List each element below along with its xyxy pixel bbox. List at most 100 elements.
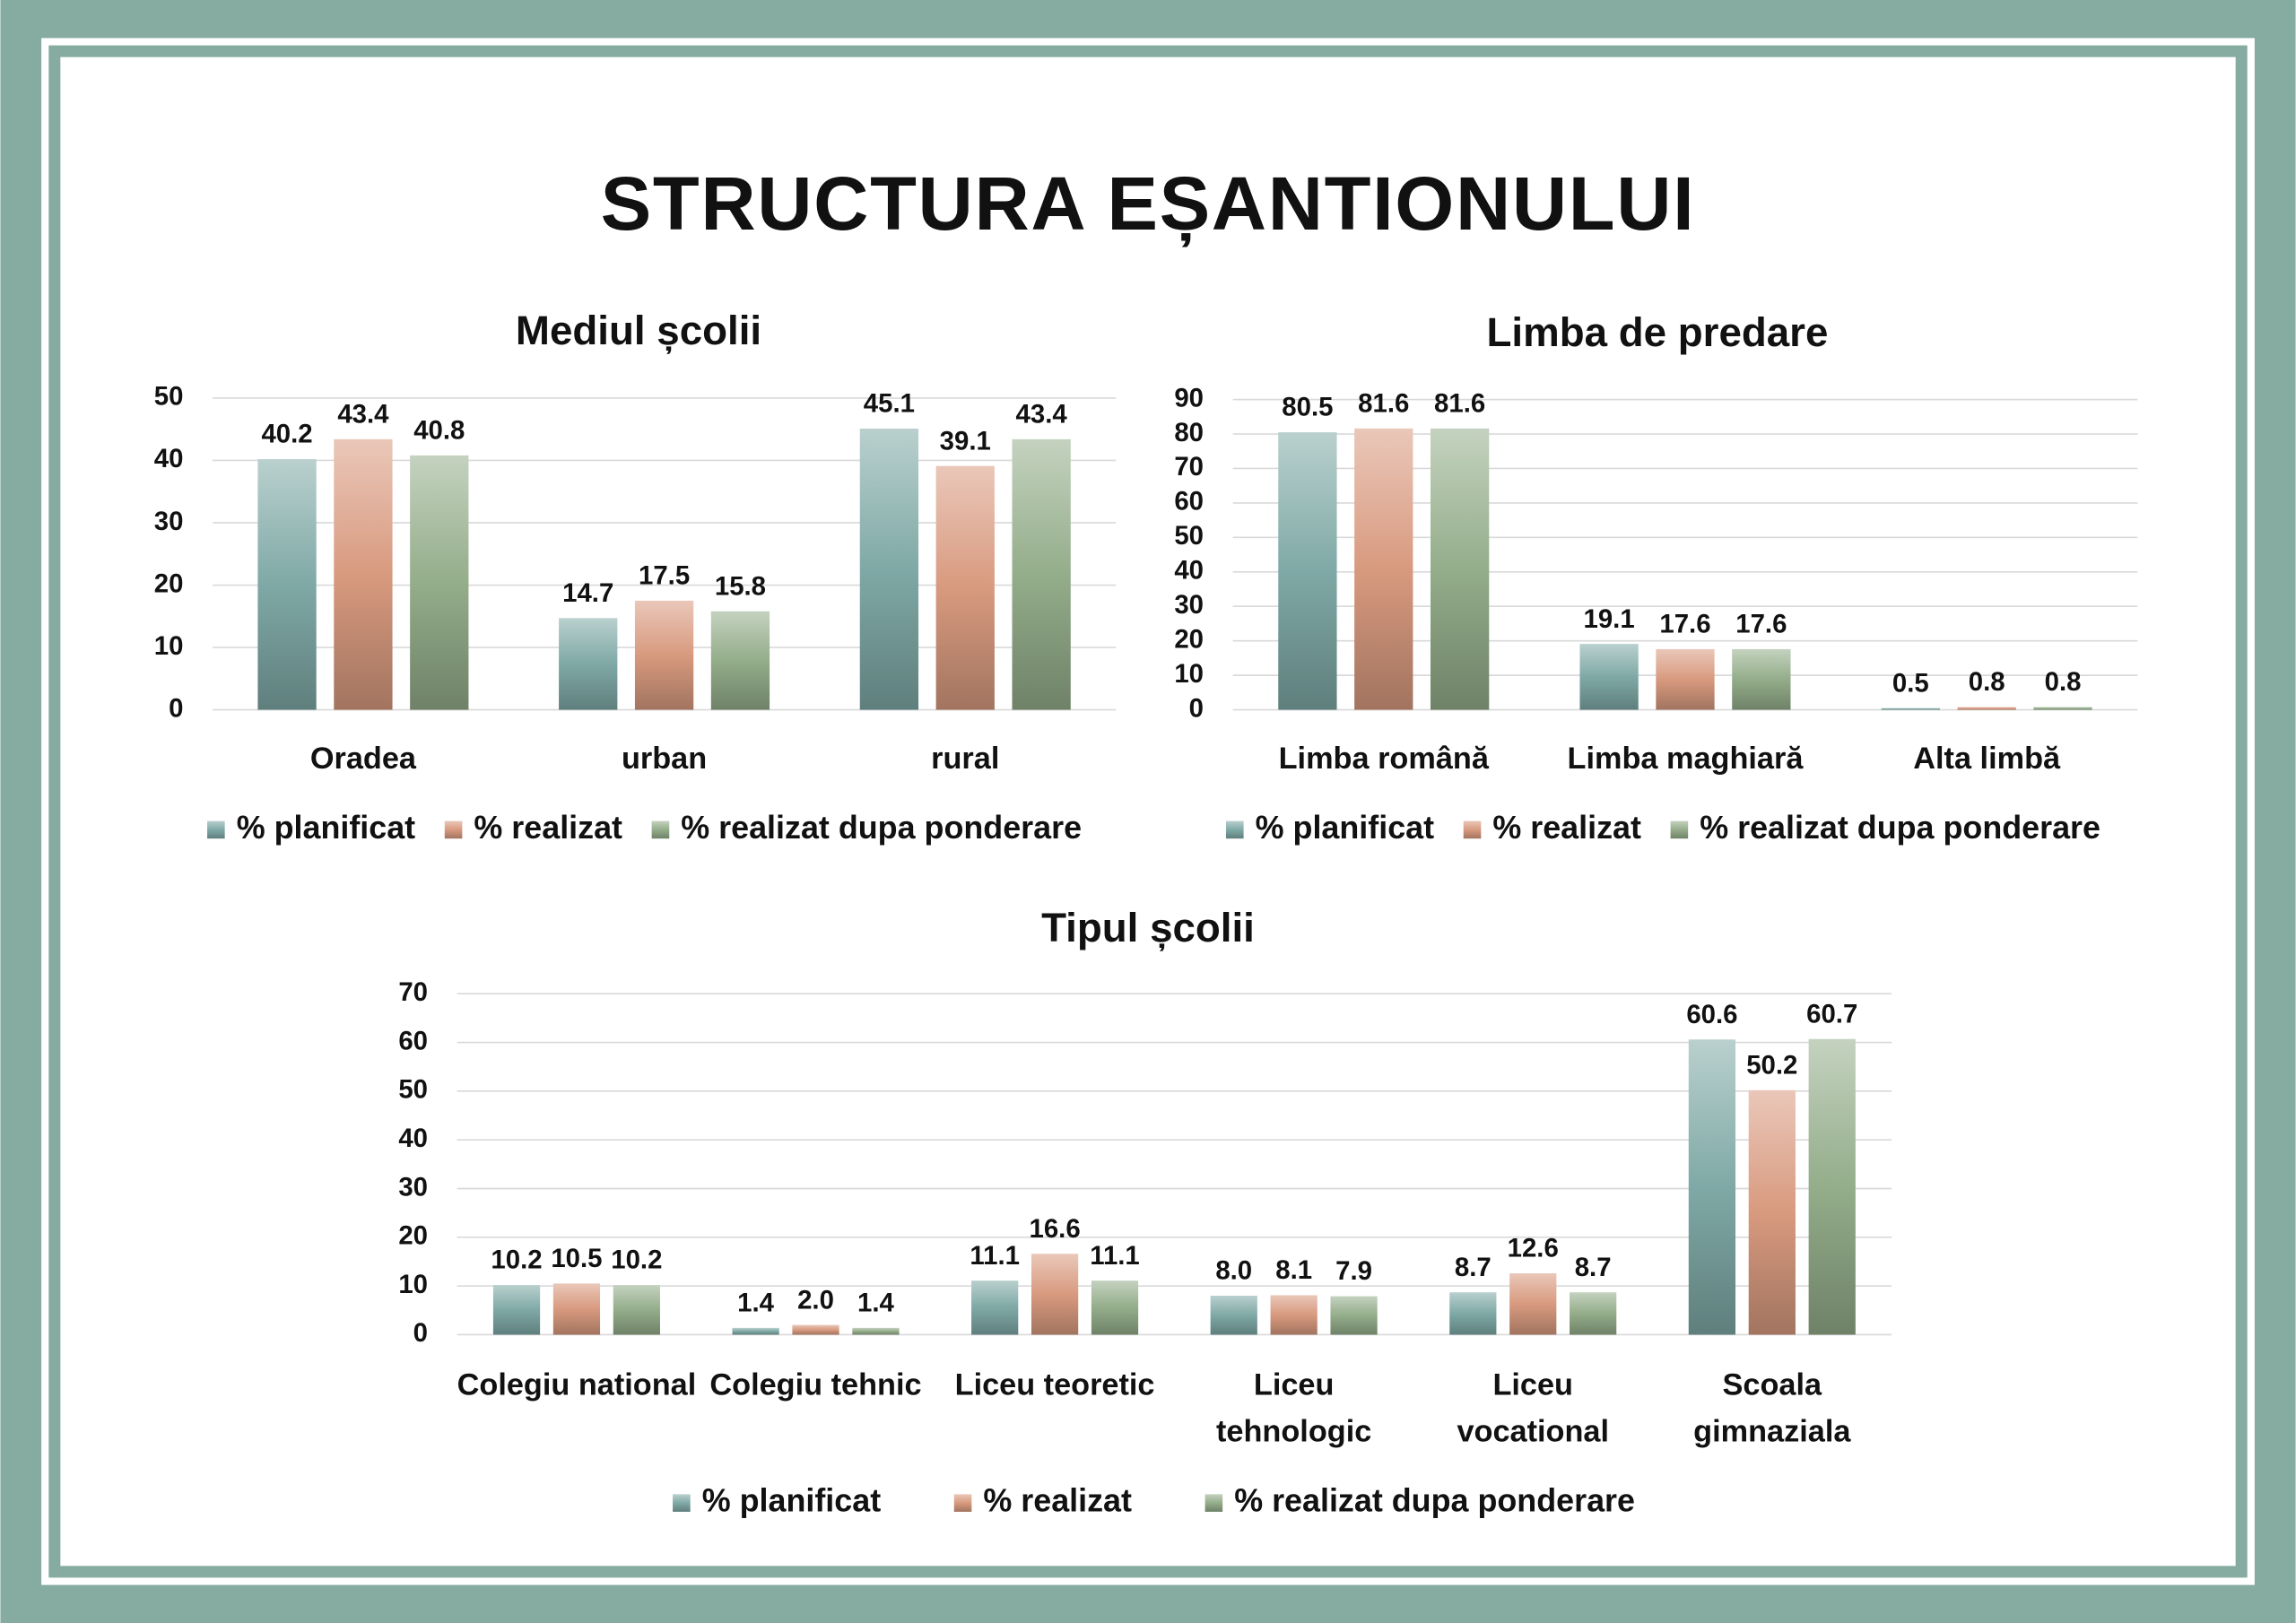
x-tick-label-box: Limba maghiară	[1568, 742, 1804, 776]
y-tick-label: 0	[169, 693, 183, 723]
data-label: 14.7	[562, 578, 613, 608]
x-tick-label-box: Oradea	[309, 742, 416, 777]
data-label: 0.5	[1892, 668, 1929, 698]
legend-swatch	[444, 820, 463, 839]
y-tick-label: 30	[398, 1172, 428, 1202]
bar	[257, 459, 317, 710]
bar	[852, 1327, 900, 1335]
bar	[1354, 428, 1413, 710]
data-label: 8.7	[1575, 1253, 1612, 1282]
data-label: 40.2	[261, 420, 312, 449]
bar	[334, 438, 393, 710]
data-label: 80.5	[1282, 393, 1333, 422]
bar	[1012, 438, 1071, 710]
bar	[1509, 1273, 1557, 1335]
x-tick-label: urban	[621, 742, 708, 777]
data-label: 60.6	[1686, 1000, 1737, 1029]
data-label: 10.2	[611, 1245, 662, 1275]
data-label: 11.1	[1090, 1241, 1140, 1271]
bar	[971, 1280, 1019, 1335]
x-tick-label-box: rural	[931, 742, 1000, 777]
legend-swatch	[953, 1494, 972, 1512]
page-title: STRUCTURA EȘANTIONULUI	[601, 161, 1696, 247]
y-tick-label: 80	[1174, 418, 1204, 447]
data-label: 0.8	[1969, 667, 2005, 697]
data-label: 7.9	[1335, 1256, 1372, 1286]
legend-label: % realizat dupa ponderare	[1700, 810, 2100, 846]
x-tick-label-box: Liceu tehnologic	[1216, 1368, 1371, 1449]
x-tick-label: Liceu teoretic	[954, 1368, 1155, 1402]
y-tick-label: 20	[154, 568, 184, 598]
bar	[1748, 1089, 1796, 1335]
data-label: 1.4	[737, 1289, 774, 1318]
x-tick-label-box: Scoala gimnaziala	[1693, 1368, 1850, 1449]
bar	[1808, 1038, 1856, 1335]
x-tick-label-box: Liceu vocational	[1457, 1368, 1609, 1449]
x-tick-label: Colegiu national	[457, 1368, 697, 1402]
bar	[1031, 1254, 1079, 1335]
x-tick-label: Oradea	[309, 742, 416, 777]
x-tick-label-box: urban	[621, 742, 708, 777]
data-label: 81.6	[1434, 389, 1485, 419]
data-label: 60.7	[1806, 999, 1857, 1028]
legend: % planificat % realizat % realizat dupa po…	[1226, 810, 2100, 846]
bar	[634, 600, 694, 710]
y-tick-label: 0	[1189, 693, 1204, 723]
bar	[1732, 648, 1791, 710]
legend-swatch	[207, 820, 225, 839]
data-label: 12.6	[1508, 1234, 1559, 1263]
bar	[710, 611, 770, 710]
data-label: 8.0	[1215, 1256, 1252, 1286]
data-label: 2.0	[797, 1285, 834, 1315]
x-tick-label: Alta limbă	[1913, 742, 2061, 777]
legend-label: % realizat	[1492, 810, 1641, 846]
x-tick-label-box: Liceu teoretic	[954, 1368, 1155, 1402]
legend-label: % planificat	[1256, 810, 1434, 846]
data-label: 1.4	[857, 1289, 894, 1318]
bar	[792, 1324, 839, 1335]
bar	[1270, 1295, 1318, 1335]
legend: % planificat % realizat % realizat dupa po…	[673, 1483, 1635, 1519]
y-tick-label: 10	[154, 631, 184, 661]
bar	[1278, 432, 1337, 710]
data-label: 10.2	[491, 1245, 542, 1275]
legend: % planificat % realizat % realizat dupa po…	[207, 810, 1082, 846]
bar	[613, 1285, 660, 1335]
chart-title: Tipul școlii	[1041, 905, 1255, 951]
legend-label: % realizat	[983, 1483, 1132, 1519]
chart-title: Mediul școlii	[516, 308, 761, 354]
data-label: 40.8	[413, 416, 465, 446]
y-tick-label: 90	[1174, 383, 1204, 412]
bar	[2033, 707, 2092, 710]
x-tick-label: rural	[931, 742, 1000, 777]
bar	[1570, 1292, 1617, 1335]
data-label: 8.1	[1275, 1255, 1312, 1285]
bar	[1091, 1280, 1139, 1335]
bar	[1210, 1296, 1257, 1335]
data-label: 43.4	[337, 399, 389, 429]
y-tick-label: 10	[398, 1270, 428, 1299]
x-tick-label-box: Colegiu national	[457, 1368, 697, 1402]
legend-label: % planificat	[237, 810, 415, 846]
y-tick-label: 50	[398, 1075, 428, 1105]
bar	[1430, 428, 1490, 710]
bar	[1330, 1296, 1378, 1335]
legend-swatch	[1226, 820, 1244, 839]
bar	[1688, 1039, 1736, 1335]
x-tick-label: Colegiu tehnic	[709, 1368, 922, 1402]
x-tick-label-box: Alta limbă	[1913, 742, 2061, 777]
y-tick-label: 40	[1174, 556, 1204, 586]
chart-title: Limba de predare	[1487, 309, 1829, 355]
y-tick-label: 70	[1174, 452, 1204, 482]
legend-label: % planificat	[702, 1483, 881, 1519]
bar	[1656, 648, 1715, 710]
data-label: 0.8	[2045, 667, 2082, 697]
bar	[1579, 644, 1639, 710]
bar	[935, 465, 995, 710]
bar	[859, 428, 919, 710]
data-label: 39.1	[940, 426, 991, 456]
y-tick-label: 60	[398, 1026, 428, 1055]
legend-swatch	[673, 1494, 691, 1512]
